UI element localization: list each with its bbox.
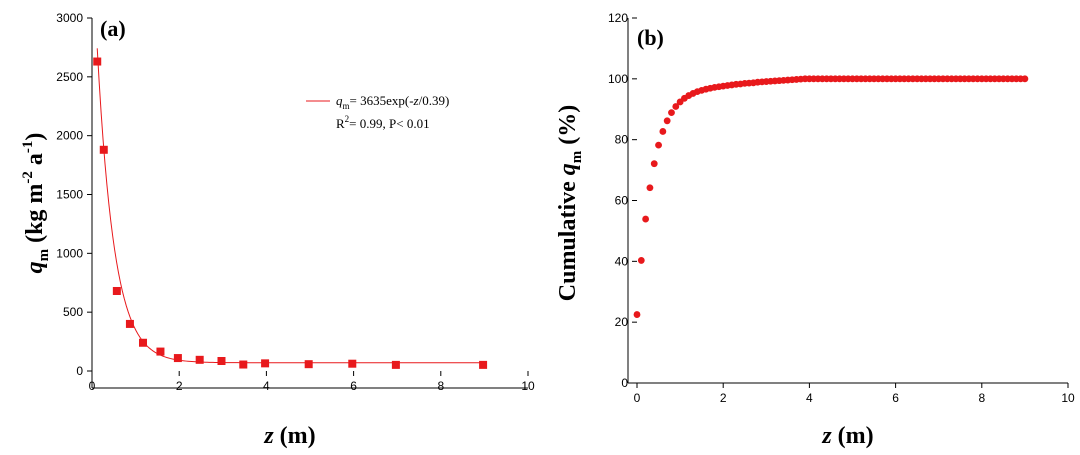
data-point-a: [479, 360, 488, 369]
x-tick-label-a: 2: [176, 379, 183, 393]
data-point-b: [1021, 75, 1029, 83]
data-point-b: [637, 257, 645, 264]
data-point-a: [125, 319, 134, 328]
data-point-a: [173, 354, 182, 363]
x-tick-label-a: 10: [521, 379, 535, 393]
y-tick-label-a: 2500: [56, 70, 83, 84]
legend-equation: qm= 3635exp(-z/0.39): [336, 93, 449, 111]
data-point-b: [655, 141, 662, 149]
data-point-b: [659, 128, 667, 135]
data-point-a: [139, 338, 148, 347]
panel-label-b: (b): [637, 25, 664, 50]
y-tick-label-b: 100: [608, 72, 628, 86]
x-tick-label-a: 4: [263, 379, 270, 393]
data-point-b: [672, 103, 680, 110]
y-tick-label-a: 1500: [56, 188, 83, 202]
legend-a: qm= 3635exp(-z/0.39) R2= 0.99, P< 0.01: [306, 93, 449, 131]
y-tick-label-b: 120: [608, 11, 628, 25]
data-point-b: [633, 311, 641, 318]
data-point-a: [391, 360, 400, 369]
y-tick-label-b: 20: [615, 315, 629, 329]
x-tick-label-b: 6: [892, 391, 899, 405]
data-point-b: [646, 184, 654, 192]
y-tick-label-a: 0: [76, 364, 83, 378]
data-point-a: [156, 347, 165, 356]
x-tick-label-a: 8: [437, 379, 444, 393]
x-tick-label-a: 6: [350, 379, 357, 393]
data-point-a: [304, 360, 313, 369]
x-tick-label-a: 0: [89, 379, 96, 393]
chart-panel-a: 0 2 4 6 8 10 0 500 1000 1500 2000 2500 3000 (a) qm= …: [20, 11, 535, 449]
x-tick-label-b: 2: [720, 391, 727, 405]
data-point-a: [99, 145, 108, 154]
x-axis-label-a: z (m): [263, 423, 315, 449]
y-tick-label-b: 80: [615, 133, 629, 147]
y-tick-label-a: 1000: [56, 246, 83, 260]
y-tick-label-b: 40: [615, 254, 629, 268]
data-point-a: [195, 355, 204, 364]
panel-label-a: (a): [100, 16, 126, 41]
data-point-a: [93, 57, 102, 66]
y-tick-label-b: 60: [615, 194, 629, 208]
x-tick-label-b: 0: [634, 391, 641, 405]
y-tick-label-a: 2000: [56, 129, 83, 143]
data-point-b: [650, 160, 658, 168]
data-point-a: [261, 359, 270, 368]
data-point-a: [239, 360, 248, 369]
y-tick-label-a: 500: [63, 305, 83, 319]
y-axis-label-b: Cumulative qm (%): [555, 105, 585, 301]
data-point-a: [217, 357, 226, 365]
y-axis-label-a: qm(kg m-2 a-1): [20, 133, 52, 274]
data-point-a: [348, 359, 357, 368]
data-point-b: [642, 215, 650, 223]
x-tick-label-b: 10: [1061, 391, 1075, 405]
data-point-a: [112, 286, 121, 295]
x-axis-label-b: z (m): [821, 423, 873, 449]
y-tick-label-a: 3000: [56, 11, 83, 25]
y-tick-label-b: 0: [621, 376, 628, 390]
legend-r-squared: R2= 0.99, P< 0.01: [336, 114, 430, 131]
data-point-b: [663, 117, 671, 125]
data-point-b: [668, 109, 675, 116]
fit-curve: [96, 48, 484, 364]
x-tick-label-b: 8: [978, 391, 985, 405]
x-tick-label-b: 4: [806, 391, 813, 405]
